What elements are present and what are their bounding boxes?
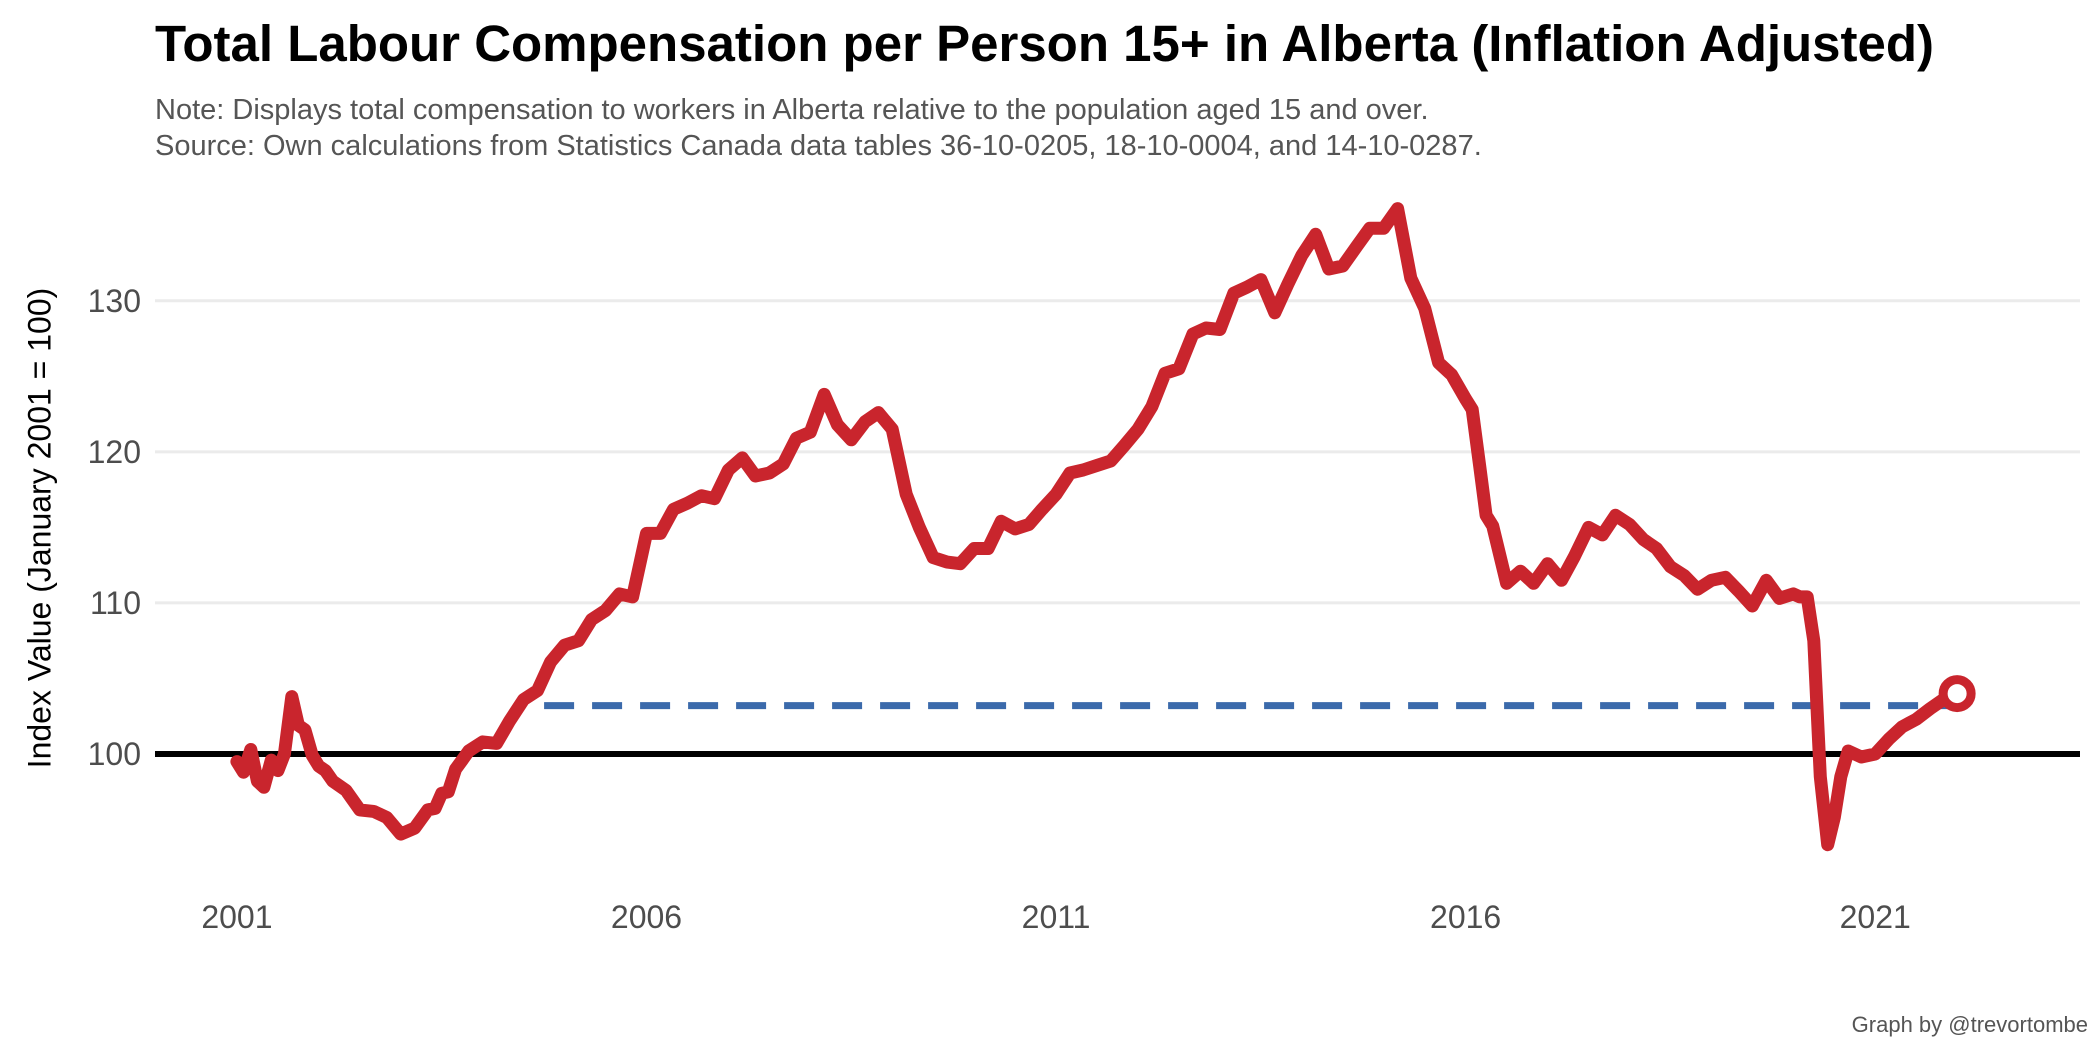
end-marker-layer	[1938, 675, 1976, 713]
gridlines	[155, 299, 2080, 756]
end-point-marker	[1938, 675, 1976, 713]
y-axis-tick-labels: 100 110 120 130	[88, 283, 141, 772]
y-tick-label-100: 100	[88, 736, 141, 772]
x-tick-label-2001: 2001	[201, 899, 272, 935]
x-axis-tick-labels: 2001 2006 2011 2016 2021	[201, 899, 1910, 935]
x-tick-label-2011: 2011	[1022, 899, 1091, 935]
chart-caption: Graph by @trevortombe	[1851, 1012, 2088, 1037]
chart-title: Total Labour Compensation per Person 15+…	[155, 15, 1935, 72]
chart-subtitle-source: Source: Own calculations from Statistics…	[155, 130, 1482, 162]
chart-subtitle-note: Note: Displays total compensation to wor…	[155, 94, 1429, 126]
y-tick-label-110: 110	[90, 585, 141, 621]
y-tick-label-130: 130	[88, 283, 141, 319]
x-tick-label-2016: 2016	[1430, 899, 1501, 935]
x-tick-label-2006: 2006	[611, 899, 682, 935]
x-tick-label-2021: 2021	[1840, 899, 1911, 935]
series-layer	[230, 202, 1964, 852]
y-tick-label-120: 120	[88, 434, 141, 470]
series-line-compensation-index	[230, 202, 1964, 852]
